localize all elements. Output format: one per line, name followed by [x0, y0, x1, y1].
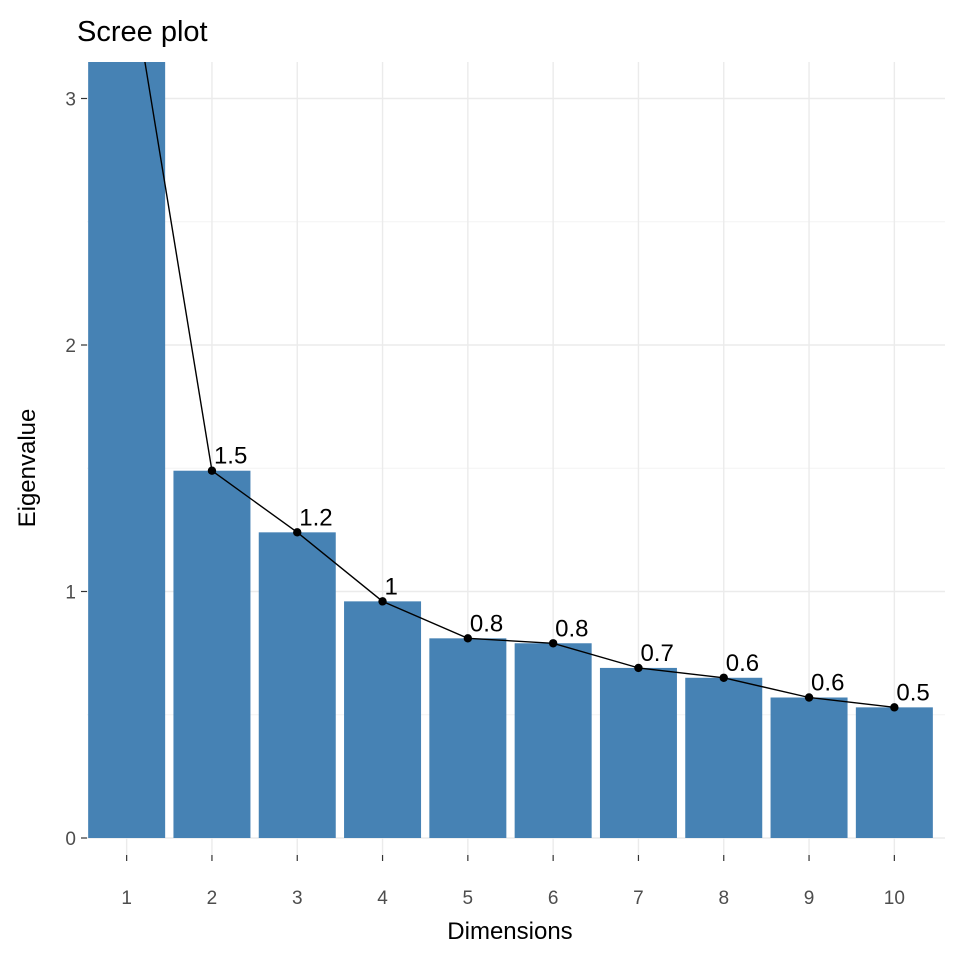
point-dim-5: [463, 634, 473, 643]
y-tick-label: 3: [65, 90, 76, 111]
point-dim-4: [378, 597, 387, 606]
data-labels: 1.5 1.2 1 0.8 0.8 0.7 0.6 0.6 0.5: [214, 443, 930, 707]
x-tick-label: 5: [463, 888, 474, 909]
data-label-dim-7: 0.7: [640, 640, 673, 667]
bar-dim-7: [599, 667, 677, 838]
bars: [88, 62, 933, 839]
bar-dim-4: [344, 601, 422, 838]
data-label-dim-3: 1.2: [299, 504, 332, 531]
point-dim-10: [890, 703, 899, 712]
x-axis: 1 2 3 4 5 6 7 8 9 10: [121, 855, 905, 909]
y-axis: 0 1 2 3: [65, 90, 87, 850]
bar-dim-8: [685, 677, 763, 838]
data-label-dim-9: 0.6: [811, 669, 844, 696]
y-tick-label: 0: [65, 829, 76, 850]
data-label-dim-4: 1: [385, 573, 398, 600]
x-tick-label: 8: [718, 888, 729, 909]
bar-dim-2: [173, 470, 251, 838]
point-dim-9: [804, 693, 814, 702]
x-tick-label: 7: [633, 888, 644, 909]
y-tick-label: 1: [65, 583, 76, 604]
point-dim-2: [207, 466, 217, 475]
bar-dim-5: [429, 638, 507, 838]
data-label-dim-6: 0.8: [555, 615, 588, 642]
x-axis-title: Dimensions: [447, 918, 572, 945]
eigenvalue-line: [144, 62, 899, 712]
data-label-dim-8: 0.6: [726, 650, 759, 677]
x-tick-label: 10: [884, 888, 905, 909]
bar-dim-1: [88, 62, 166, 839]
data-label-dim-2: 1.5: [214, 443, 247, 470]
x-tick-label: 3: [292, 888, 303, 909]
x-tick-label: 1: [121, 888, 132, 909]
data-label-dim-10: 0.5: [896, 679, 929, 706]
bar-dim-6: [514, 643, 592, 838]
point-dim-6: [548, 639, 558, 648]
bar-dim-9: [770, 697, 848, 838]
bar-dim-3: [258, 532, 336, 838]
point-dim-7: [634, 663, 643, 673]
data-label-dim-5: 0.8: [470, 610, 503, 637]
x-tick-label: 2: [207, 888, 218, 909]
eigenvalue-polyline: [144, 62, 895, 709]
point-dim-8: [719, 673, 728, 682]
point-dim-3: [293, 528, 302, 537]
bar-dim-10: [855, 707, 933, 838]
chart-title: Scree plot: [77, 16, 208, 48]
x-tick-label: 9: [804, 888, 815, 909]
x-tick-label: 6: [548, 888, 559, 909]
x-tick-label: 4: [377, 888, 388, 909]
y-tick-label: 2: [65, 336, 76, 357]
y-axis-title: Eigenvalue: [14, 409, 41, 528]
